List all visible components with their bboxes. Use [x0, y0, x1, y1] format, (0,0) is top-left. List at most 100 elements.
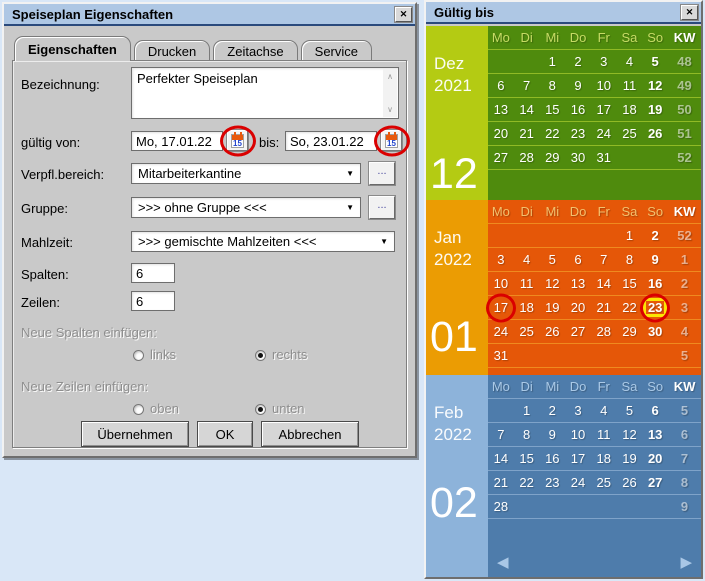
calendar-day-jan-19[interactable]: 19 — [539, 300, 565, 316]
calendar-day-jan-20[interactable]: 20 — [565, 300, 591, 316]
calendar-day-feb-27[interactable]: 27 — [642, 475, 668, 491]
calendar-day-jan-18[interactable]: 18 — [514, 300, 540, 316]
calendar-day-dez-5[interactable]: 5 — [642, 54, 668, 70]
calendar-day-jan-7[interactable]: 7 — [591, 252, 617, 268]
next-month-icon[interactable]: ▶ — [680, 554, 692, 571]
calendar-day-dez-12[interactable]: 12 — [642, 78, 668, 94]
radio-icon[interactable] — [133, 404, 144, 415]
calendar-day-dez-7[interactable]: 7 — [514, 78, 540, 94]
calendar-day-dez-20[interactable]: 20 — [488, 126, 514, 142]
radio-selected-icon[interactable] — [255, 350, 266, 361]
calendar-day-dez-2[interactable]: 2 — [565, 54, 591, 70]
calendar-day-dez-14[interactable]: 14 — [514, 102, 540, 118]
calendar-day-jan-17[interactable]: 17 — [485, 293, 516, 322]
calendar-day-jan-6[interactable]: 6 — [565, 252, 591, 268]
verpfl-bereich-select[interactable]: Mitarbeiterkantine ▼ — [131, 163, 361, 184]
calendar-day-jan-26[interactable]: 26 — [539, 324, 565, 340]
calendar-day-jan-2[interactable]: 2 — [642, 228, 668, 244]
calendar-day-dez-22[interactable]: 22 — [539, 126, 565, 142]
calendar-day-dez-29[interactable]: 29 — [539, 150, 565, 166]
calendar-day-feb-14[interactable]: 14 — [488, 451, 514, 467]
calendar-day-feb-18[interactable]: 18 — [591, 451, 617, 467]
tab-zeitachse[interactable]: Zeitachse — [213, 40, 298, 61]
calendar-day-dez-18[interactable]: 18 — [617, 102, 643, 118]
calendar-day-dez-3[interactable]: 3 — [591, 54, 617, 70]
calendar-day-feb-26[interactable]: 26 — [617, 475, 643, 491]
calendar-day-dez-15[interactable]: 15 — [539, 102, 565, 118]
gueltig-von-input[interactable] — [131, 131, 223, 151]
calendar-day-jan-1[interactable]: 1 — [617, 228, 643, 244]
uebernehmen-button[interactable]: Übernehmen — [81, 421, 189, 447]
calendar-day-jan-22[interactable]: 22 — [617, 300, 643, 316]
calendar-day-jan-13[interactable]: 13 — [565, 276, 591, 292]
calendar-day-jan-24[interactable]: 24 — [488, 324, 514, 340]
prev-month-icon[interactable]: ◀ — [497, 554, 509, 571]
calendar-day-dez-16[interactable]: 16 — [565, 102, 591, 118]
radio-rechts[interactable]: rechts — [255, 347, 307, 362]
calendar-day-dez-10[interactable]: 10 — [591, 78, 617, 94]
calendar-day-jan-30[interactable]: 30 — [642, 324, 668, 340]
calendar-day-dez-17[interactable]: 17 — [591, 102, 617, 118]
calendar-day-dez-4[interactable]: 4 — [617, 54, 643, 70]
calendar-day-feb-24[interactable]: 24 — [565, 475, 591, 491]
calendar-day-dez-28[interactable]: 28 — [514, 150, 540, 166]
calendar-day-jan-23[interactable]: 23 — [640, 293, 671, 322]
calendar-day-dez-8[interactable]: 8 — [539, 78, 565, 94]
calendar-day-feb-15[interactable]: 15 — [514, 451, 540, 467]
radio-selected-icon[interactable] — [255, 404, 266, 415]
calendar-day-dez-25[interactable]: 25 — [617, 126, 643, 142]
gueltig-von-datepicker-button[interactable]: 15 — [226, 129, 249, 152]
calendar-day-feb-23[interactable]: 23 — [539, 475, 565, 491]
calendar-day-jan-21[interactable]: 21 — [591, 300, 617, 316]
calendar-day-dez-27[interactable]: 27 — [488, 150, 514, 166]
calendar-day-feb-9[interactable]: 9 — [539, 427, 565, 443]
calendar-day-feb-8[interactable]: 8 — [514, 427, 540, 443]
calendar-day-jan-5[interactable]: 5 — [539, 252, 565, 268]
calendar-day-feb-10[interactable]: 10 — [565, 427, 591, 443]
calendar-day-feb-5[interactable]: 5 — [617, 403, 643, 419]
calendar-day-dez-1[interactable]: 1 — [539, 54, 565, 70]
radio-oben[interactable]: oben — [133, 401, 179, 416]
calendar-day-jan-15[interactable]: 15 — [617, 276, 643, 292]
calendar-day-jan-8[interactable]: 8 — [617, 252, 643, 268]
scroll-down-icon[interactable]: ∨ — [387, 105, 393, 114]
close-icon[interactable]: ✕ — [680, 3, 699, 21]
calendar-day-dez-31[interactable]: 31 — [591, 150, 617, 166]
calendar-day-feb-1[interactable]: 1 — [514, 403, 540, 419]
calendar-day-feb-7[interactable]: 7 — [488, 427, 514, 443]
calendar-day-jan-16[interactable]: 16 — [642, 276, 668, 292]
calendar-day-feb-2[interactable]: 2 — [539, 403, 565, 419]
scroll-up-icon[interactable]: ∧ — [387, 72, 393, 81]
verpfl-bereich-browse-button[interactable]: ... — [368, 161, 396, 186]
calendar-day-feb-12[interactable]: 12 — [617, 427, 643, 443]
calendar-day-feb-13[interactable]: 13 — [642, 427, 668, 443]
calendar-day-feb-11[interactable]: 11 — [591, 427, 617, 443]
calendar-day-jan-27[interactable]: 27 — [565, 324, 591, 340]
calendar-day-jan-3[interactable]: 3 — [488, 252, 514, 268]
calendar-day-feb-28[interactable]: 28 — [488, 499, 514, 515]
ok-button[interactable]: OK — [197, 421, 253, 447]
calendar-day-dez-26[interactable]: 26 — [642, 126, 668, 142]
calendar-day-jan-28[interactable]: 28 — [591, 324, 617, 340]
calendar-day-feb-20[interactable]: 20 — [642, 451, 668, 467]
tab-eigenschaften[interactable]: Eigenschaften — [14, 36, 131, 61]
tab-drucken[interactable]: Drucken — [133, 40, 211, 61]
calendar-day-jan-12[interactable]: 12 — [539, 276, 565, 292]
spalten-input[interactable] — [131, 263, 175, 283]
abbrechen-button[interactable]: Abbrechen — [261, 421, 359, 447]
calendar-day-feb-22[interactable]: 22 — [514, 475, 540, 491]
radio-links[interactable]: links — [133, 347, 176, 362]
calendar-day-jan-14[interactable]: 14 — [591, 276, 617, 292]
calendar-day-feb-17[interactable]: 17 — [565, 451, 591, 467]
calendar-day-jan-4[interactable]: 4 — [514, 252, 540, 268]
calendar-day-jan-11[interactable]: 11 — [514, 276, 540, 292]
calendar-day-feb-4[interactable]: 4 — [591, 403, 617, 419]
calendar-day-jan-10[interactable]: 10 — [488, 276, 514, 292]
calendar-day-dez-21[interactable]: 21 — [514, 126, 540, 142]
calendar-day-dez-24[interactable]: 24 — [591, 126, 617, 142]
calendar-day-feb-3[interactable]: 3 — [565, 403, 591, 419]
calendar-day-feb-21[interactable]: 21 — [488, 475, 514, 491]
mahlzeit-select[interactable]: >>> gemischte Mahlzeiten <<< ▼ — [131, 231, 395, 252]
close-icon[interactable]: ✕ — [394, 5, 413, 23]
calendar-day-feb-25[interactable]: 25 — [591, 475, 617, 491]
